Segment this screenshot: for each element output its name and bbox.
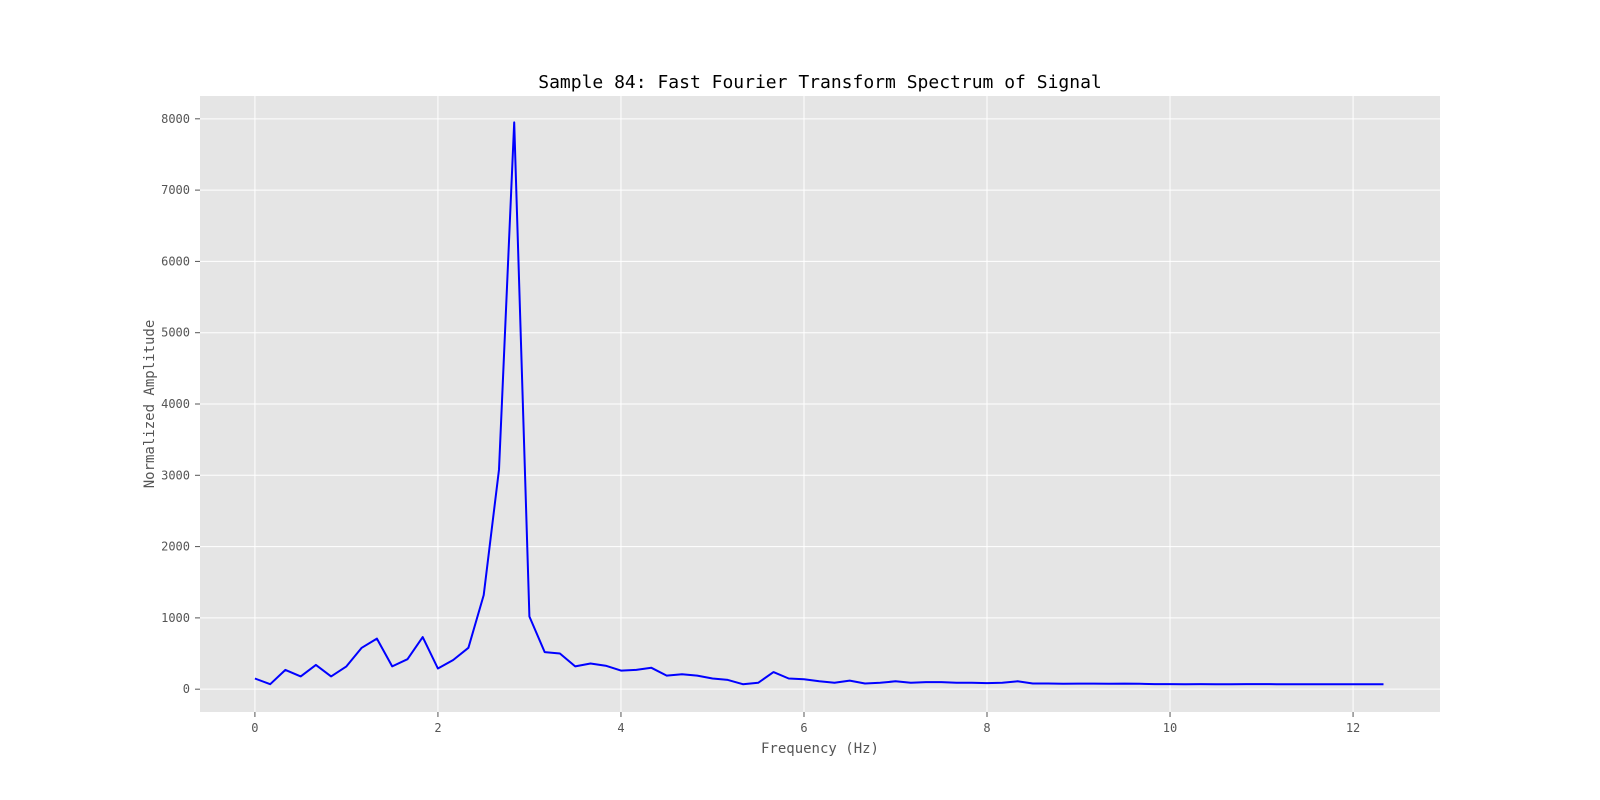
y-tick-label: 4000: [161, 397, 190, 411]
series-layer: [254, 121, 1384, 686]
y-tick-label: 0: [183, 682, 190, 696]
x-tick-label: 6: [800, 721, 807, 735]
chart-title: Sample 84: Fast Fourier Transform Spectr…: [538, 72, 1102, 93]
x-axis-ticks: 0 2 4 6 8 10 12: [251, 712, 1360, 735]
x-tick-label: 2: [434, 721, 441, 735]
spectrum-line: [254, 121, 1384, 686]
y-gridlines: [200, 118, 1440, 690]
x-tick-label: 0: [251, 721, 258, 735]
y-axis-label: Normalized Amplitude: [142, 320, 158, 489]
x-tick-label: 10: [1163, 721, 1177, 735]
y-tick-label: 7000: [161, 183, 190, 197]
y-tick-label: 5000: [161, 326, 190, 340]
x-tick-label: 4: [617, 721, 624, 735]
x-tick-label: 8: [983, 721, 990, 735]
y-tick-label: 8000: [161, 112, 190, 126]
x-tick-label: 12: [1346, 721, 1360, 735]
y-tick-label: 1000: [161, 611, 190, 625]
y-tick-label: 6000: [161, 254, 190, 268]
y-tick-label: 2000: [161, 540, 190, 554]
y-tick-label: 3000: [161, 468, 190, 482]
x-axis-label: Frequency (Hz): [761, 741, 879, 757]
y-axis-ticks: 0 1000 2000 3000 4000 5000 6000 7000 8000: [161, 112, 200, 696]
